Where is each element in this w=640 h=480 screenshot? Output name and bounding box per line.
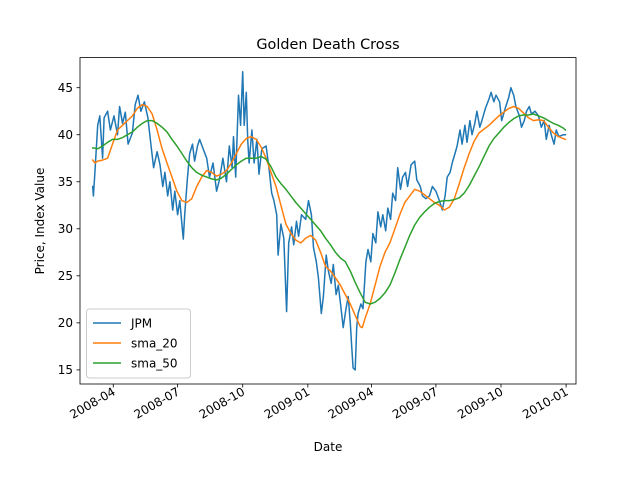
series-line-sma-20 xyxy=(91,103,567,329)
series-line-jpm xyxy=(91,70,567,371)
chart-title: Golden Death Cross xyxy=(256,37,399,53)
x-axis-label: Date xyxy=(314,440,343,454)
y-tick-label: 30 xyxy=(58,222,73,236)
y-tick-label: 20 xyxy=(58,316,73,330)
legend: JPM sma_20 sma_50 xyxy=(86,308,191,379)
y-tick-label: 35 xyxy=(58,175,73,189)
y-tick-label: 45 xyxy=(58,81,73,95)
series-line-sma-50 xyxy=(91,113,567,305)
y-tick-label: 25 xyxy=(58,269,73,283)
plot-frame xyxy=(79,57,577,385)
y-axis-ticks: 15 20 25 30 35 40 45 xyxy=(58,81,80,377)
y-tick-label: 40 xyxy=(58,128,73,142)
y-axis-label: Price, Index Value xyxy=(33,168,47,275)
legend-frame xyxy=(86,308,191,379)
legend-label: sma_50 xyxy=(131,357,178,371)
y-tick-label: 15 xyxy=(58,363,73,377)
legend-label: sma_20 xyxy=(131,337,178,351)
axes-layer xyxy=(79,57,577,385)
legend-label: JPM xyxy=(130,317,152,331)
series-layer xyxy=(91,70,567,371)
